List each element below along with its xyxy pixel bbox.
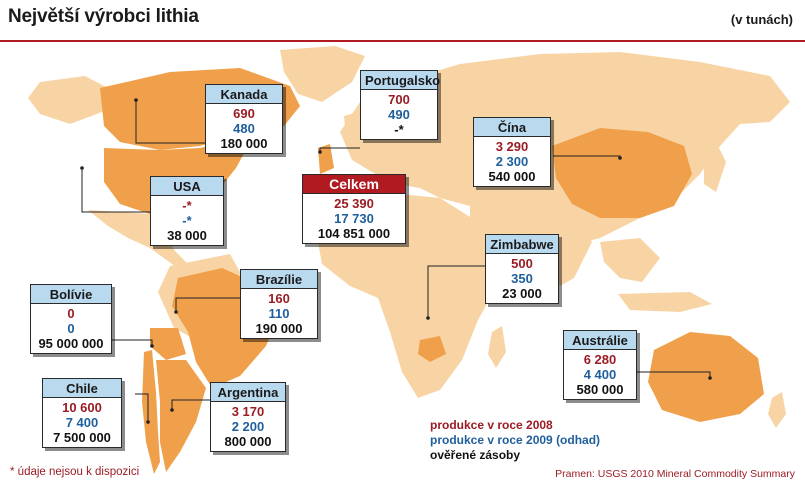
box-title: Celkem <box>303 175 405 194</box>
box-title: Brazílie <box>241 270 317 289</box>
value-2009: 480 <box>233 121 255 136</box>
value-2009: 2 300 <box>495 154 529 169</box>
country-chile <box>142 350 160 474</box>
legend: produkce v roce 2008 produkce v roce 200… <box>430 418 600 463</box>
value-2008: 6 280 <box>583 352 617 367</box>
box-cina: Čína 3 290 2 300 540 000 <box>473 117 551 187</box>
value-reserves: 38 000 <box>167 228 207 243</box>
box-australie: Austrálie 6 280 4 400 580 000 <box>563 330 637 400</box>
box-portugalsko: Portugalsko 700 490 -* <box>360 70 440 140</box>
value-2008: 500 <box>511 256 533 271</box>
value-reserves: 23 000 <box>502 286 542 301</box>
value-2009: 4 400 <box>583 367 617 382</box>
box-title: Zimbabwe <box>486 235 558 254</box>
value-2009: 350 <box>511 271 533 286</box>
box-argentina: Argentina 3 170 2 200 800 000 <box>210 382 286 452</box>
country-bolivia <box>150 328 186 360</box>
madagascar <box>488 326 506 368</box>
box-title: Chile <box>43 379 121 398</box>
value-reserves: 104 851 000 <box>317 226 391 241</box>
greenland <box>280 46 365 102</box>
value-2009: 490 <box>388 107 410 122</box>
box-title: Bolívie <box>31 285 111 304</box>
value-reserves: -* <box>394 122 404 137</box>
value-reserves: 540 000 <box>488 169 536 184</box>
box-title: Kanada <box>206 85 282 104</box>
new-zealand <box>768 392 786 428</box>
alaska <box>28 76 108 124</box>
box-title: Čína <box>474 118 550 137</box>
box-title: Austrálie <box>564 331 636 350</box>
box-chile: Chile 10 600 7 400 7 500 000 <box>42 378 122 448</box>
legend-reserves: ověřené zásoby <box>430 448 521 462</box>
country-portugal <box>318 144 334 174</box>
value-2008: 10 600 <box>62 400 102 415</box>
value-2008: 700 <box>388 92 410 107</box>
value-2008: 160 <box>268 291 290 306</box>
value-reserves: 190 000 <box>255 321 303 336</box>
value-2009: 0 <box>67 321 75 336</box>
country-china <box>552 128 692 218</box>
box-kanada: Kanada 690 480 180 000 <box>205 84 283 154</box>
header-bar: Největší výrobci lithia (v tunách) <box>0 0 805 42</box>
value-2008: 25 390 <box>334 196 374 211</box>
value-2009: 110 <box>268 306 290 321</box>
value-reserves: 180 000 <box>220 136 268 151</box>
box-title: Argentina <box>211 383 285 402</box>
mexico-central-america <box>88 210 202 278</box>
leader-dots <box>80 98 712 424</box>
footnote: * údaje nejsou k dispozici <box>10 466 140 478</box>
value-2009: 17 730 <box>334 211 374 226</box>
indonesia <box>618 292 712 312</box>
value-2008: 0 <box>67 306 75 321</box>
box-title: Portugalsko <box>361 71 440 90</box>
value-reserves: 800 000 <box>224 434 272 449</box>
box-celkem: Celkem 25 390 17 730 104 851 000 <box>302 174 406 244</box>
value-reserves: 95 000 000 <box>38 336 104 351</box>
header-divider <box>0 40 805 42</box>
value-reserves: 580 000 <box>576 382 624 397</box>
box-bolivie: Bolívie 0 0 95 000 000 <box>30 284 112 354</box>
country-australia <box>648 332 764 422</box>
box-brazilie: Brazílie 160 110 190 000 <box>240 269 318 339</box>
page-title: Největší výrobci lithia <box>8 6 199 27</box>
box-title: USA <box>151 177 223 196</box>
uk <box>344 112 360 138</box>
value-2008: 3 170 <box>231 404 265 419</box>
legend-2008: produkce v roce 2008 <box>430 418 553 432</box>
country-zimbabwe <box>418 336 446 362</box>
southeast-asia <box>600 238 660 282</box>
unit-label: (v tunách) <box>730 12 793 27</box>
value-2009: 7 400 <box>65 415 99 430</box>
value-2009: 2 200 <box>231 419 265 434</box>
value-reserves: 7 500 000 <box>53 430 111 445</box>
value-2008: 690 <box>233 106 255 121</box>
box-zimbabwe: Zimbabwe 500 350 23 000 <box>485 234 559 304</box>
value-2008: -* <box>182 198 192 213</box>
box-usa: USA -* -* 38 000 <box>150 176 224 246</box>
value-2008: 3 290 <box>495 139 529 154</box>
country-argentina <box>156 360 206 472</box>
value-2009: -* <box>182 213 192 228</box>
source-note: Pramen: USGS 2010 Mineral Commodity Summ… <box>555 468 795 480</box>
legend-2009: produkce v roce 2009 (odhad) <box>430 433 601 447</box>
japan <box>704 142 726 192</box>
